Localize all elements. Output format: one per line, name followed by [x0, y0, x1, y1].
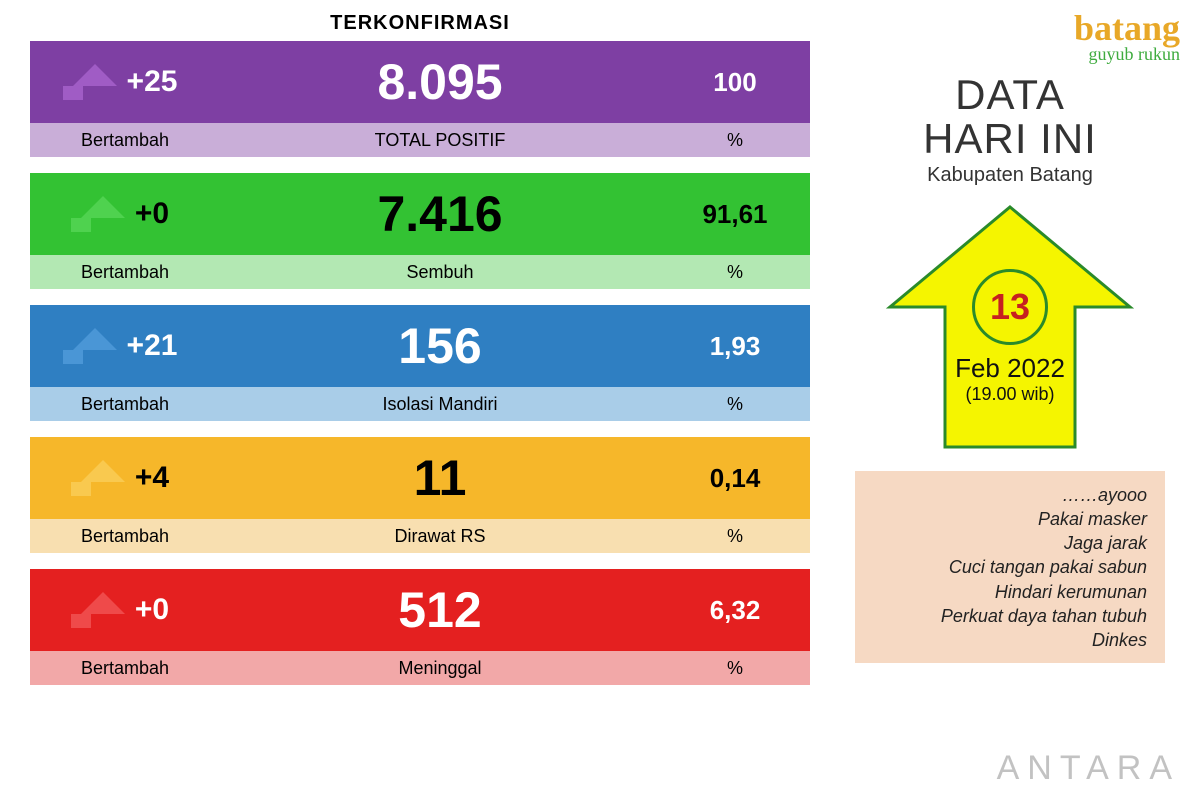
- increment-cell: +0: [30, 569, 220, 651]
- increment-cell: +0: [30, 173, 220, 255]
- total-value: 8.095: [220, 41, 660, 123]
- stats-column: TERKONFIRMASI +258.095100BertambahTOTAL …: [30, 12, 810, 790]
- logo: batang guyub rukun: [1074, 12, 1180, 65]
- total-value: 7.416: [220, 173, 660, 255]
- increment-value: +25: [127, 65, 178, 99]
- stat-row: +0 5126,32 BertambahMeninggal%: [30, 569, 810, 685]
- dashboard-container: TERKONFIRMASI +258.095100BertambahTOTAL …: [0, 0, 1200, 800]
- pct-value: 91,61: [660, 173, 810, 255]
- increment-value: +21: [127, 329, 178, 363]
- pct-label: %: [660, 519, 810, 553]
- date-month: Feb 2022: [880, 353, 1140, 384]
- logo-main: batang: [1074, 12, 1180, 44]
- pct-label: %: [660, 123, 810, 157]
- pct-label: %: [660, 651, 810, 685]
- date-day: 13: [972, 269, 1048, 345]
- increment-cell: +21: [30, 305, 220, 387]
- tip-line: Dinkes: [873, 628, 1147, 652]
- total-label: Isolasi Mandiri: [220, 387, 660, 421]
- increment-value: +4: [135, 461, 169, 495]
- arrow-up-icon: [73, 64, 117, 100]
- watermark: ANTARA: [997, 749, 1180, 788]
- pct-value: 0,14: [660, 437, 810, 519]
- title-line2: HARI INI: [923, 117, 1097, 161]
- info-column: batang guyub rukun DATA HARI INI Kabupat…: [810, 12, 1180, 790]
- tip-line: ……ayooo: [873, 483, 1147, 507]
- header-label: TERKONFIRMASI: [30, 12, 810, 35]
- total-value: 512: [220, 569, 660, 651]
- total-label: Meninggal: [220, 651, 660, 685]
- increment-label: Bertambah: [30, 651, 220, 685]
- arrow-up-icon: [81, 592, 125, 628]
- tip-line: Cuci tangan pakai sabun: [873, 555, 1147, 579]
- increment-label: Bertambah: [30, 387, 220, 421]
- date-arrow: 13 Feb 2022 (19.00 wib): [880, 197, 1140, 457]
- pct-label: %: [660, 387, 810, 421]
- stat-row: +25 8.095100 BertambahTOTAL POSITIF%: [30, 41, 810, 157]
- arrow-up-icon: [81, 460, 125, 496]
- increment-label: Bertambah: [30, 255, 220, 289]
- tip-line: Perkuat daya tahan tubuh: [873, 604, 1147, 628]
- arrow-up-icon: [73, 328, 117, 364]
- pct-value: 100: [660, 41, 810, 123]
- increment-cell: +4: [30, 437, 220, 519]
- logo-sub: guyub rukun: [1074, 44, 1180, 65]
- stat-row: +21 1561,93 BertambahIsolasi Mandiri%: [30, 305, 810, 421]
- arrow-content: 13 Feb 2022 (19.00 wib): [880, 269, 1140, 405]
- stat-row: +4 110,14 BertambahDirawat RS%: [30, 437, 810, 553]
- increment-value: +0: [135, 197, 169, 231]
- total-label: Sembuh: [220, 255, 660, 289]
- total-value: 11: [220, 437, 660, 519]
- tip-line: Hindari kerumunan: [873, 580, 1147, 604]
- date-time: (19.00 wib): [880, 384, 1140, 405]
- total-label: TOTAL POSITIF: [220, 123, 660, 157]
- subtitle: Kabupaten Batang: [927, 164, 1093, 187]
- total-value: 156: [220, 305, 660, 387]
- tip-line: Pakai masker: [873, 507, 1147, 531]
- pct-label: %: [660, 255, 810, 289]
- arrow-up-icon: [81, 196, 125, 232]
- stat-row: +0 7.41691,61 BertambahSembuh%: [30, 173, 810, 289]
- increment-label: Bertambah: [30, 123, 220, 157]
- tip-line: Jaga jarak: [873, 531, 1147, 555]
- increment-cell: +25: [30, 41, 220, 123]
- title-line1: DATA: [955, 73, 1065, 117]
- tips-box: ……ayoooPakai maskerJaga jarakCuci tangan…: [855, 471, 1165, 663]
- increment-value: +0: [135, 593, 169, 627]
- total-label: Dirawat RS: [220, 519, 660, 553]
- pct-value: 6,32: [660, 569, 810, 651]
- increment-label: Bertambah: [30, 519, 220, 553]
- pct-value: 1,93: [660, 305, 810, 387]
